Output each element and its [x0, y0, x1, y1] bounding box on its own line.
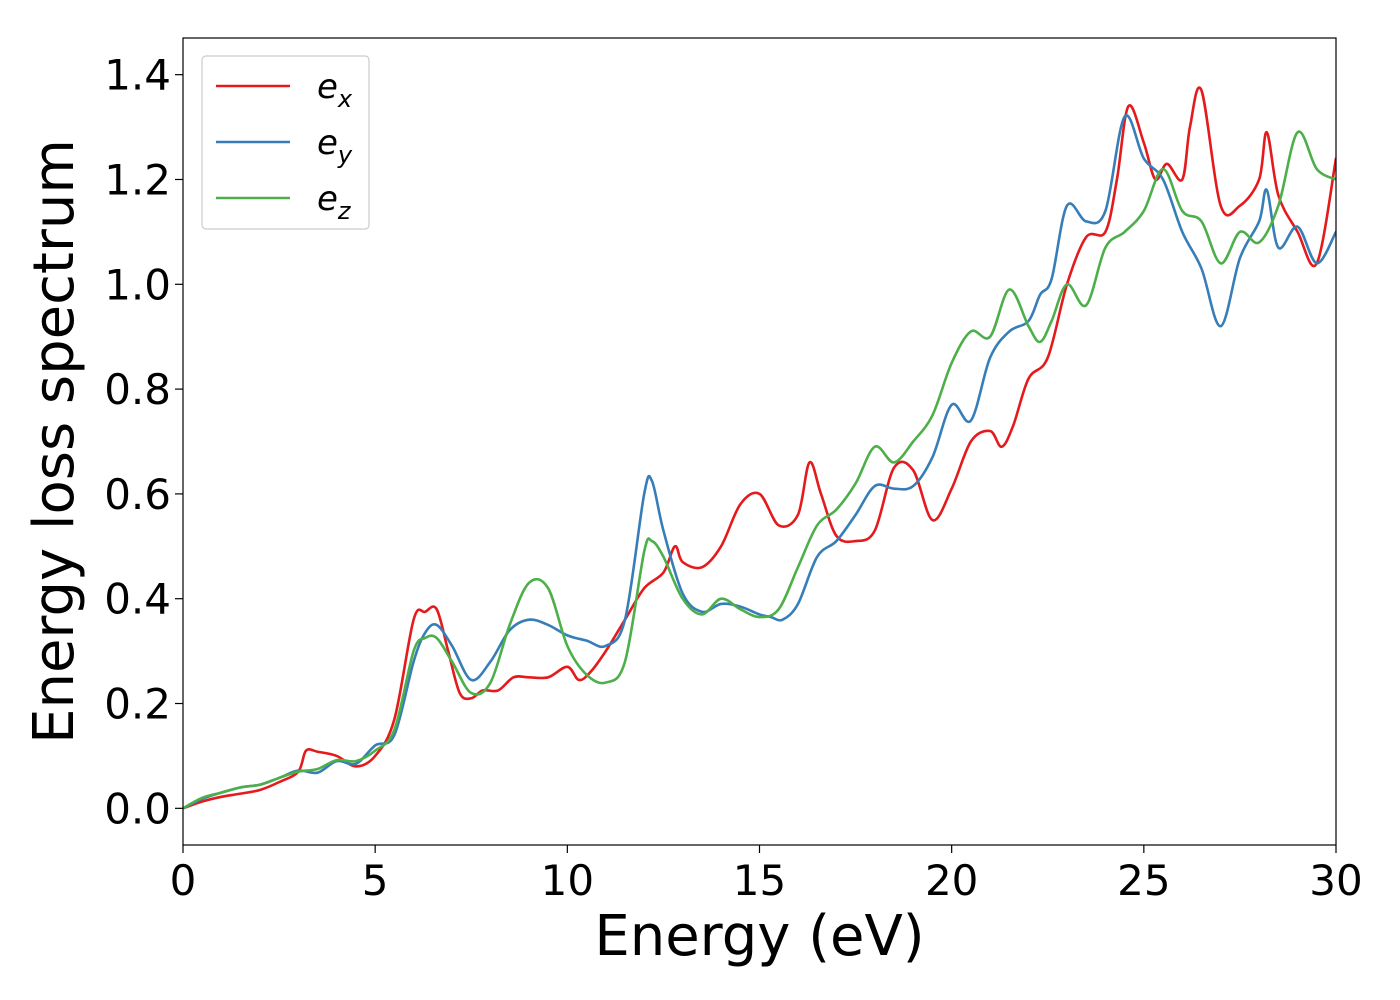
y-tick-label: 1.4	[104, 51, 171, 100]
x-tick-label: 20	[925, 856, 978, 905]
legend-item: ey	[216, 123, 353, 169]
x-tick-label: 30	[1309, 856, 1362, 905]
legend-label: ex	[317, 67, 353, 113]
x-tick-label: 10	[541, 856, 594, 905]
x-tick-label: 15	[733, 856, 786, 905]
legend-label: ey	[317, 123, 353, 169]
x-tick-label: 25	[1117, 856, 1170, 905]
y-tick-label: 0.2	[104, 680, 171, 729]
series-layer	[183, 86, 1336, 810]
legend-item: ez	[216, 179, 352, 225]
y-tick-label: 1.0	[104, 260, 171, 309]
y-tick-label: 0.6	[104, 470, 171, 519]
x-axis: 0 5 10 15 20 25 30	[170, 845, 1363, 905]
legend-item: ex	[216, 67, 353, 113]
y-axis-label: Energy loss spectrum	[22, 139, 87, 744]
x-axis-label: Energy (eV)	[594, 904, 924, 969]
x-tick-label: 5	[362, 856, 389, 905]
series-line-z	[183, 130, 1336, 810]
legend: ex ey ez	[201, 55, 370, 230]
y-tick-label: 0.0	[104, 784, 171, 833]
x-tick-label: 0	[170, 856, 197, 905]
y-tick-label: 0.4	[104, 575, 171, 624]
y-tick-label: 1.2	[104, 155, 171, 204]
legend-label: ez	[317, 179, 352, 225]
y-tick-label: 0.8	[104, 365, 171, 414]
y-axis: 0.0 0.2 0.4 0.6 0.8 1.0 1.2 1.4	[104, 51, 183, 833]
